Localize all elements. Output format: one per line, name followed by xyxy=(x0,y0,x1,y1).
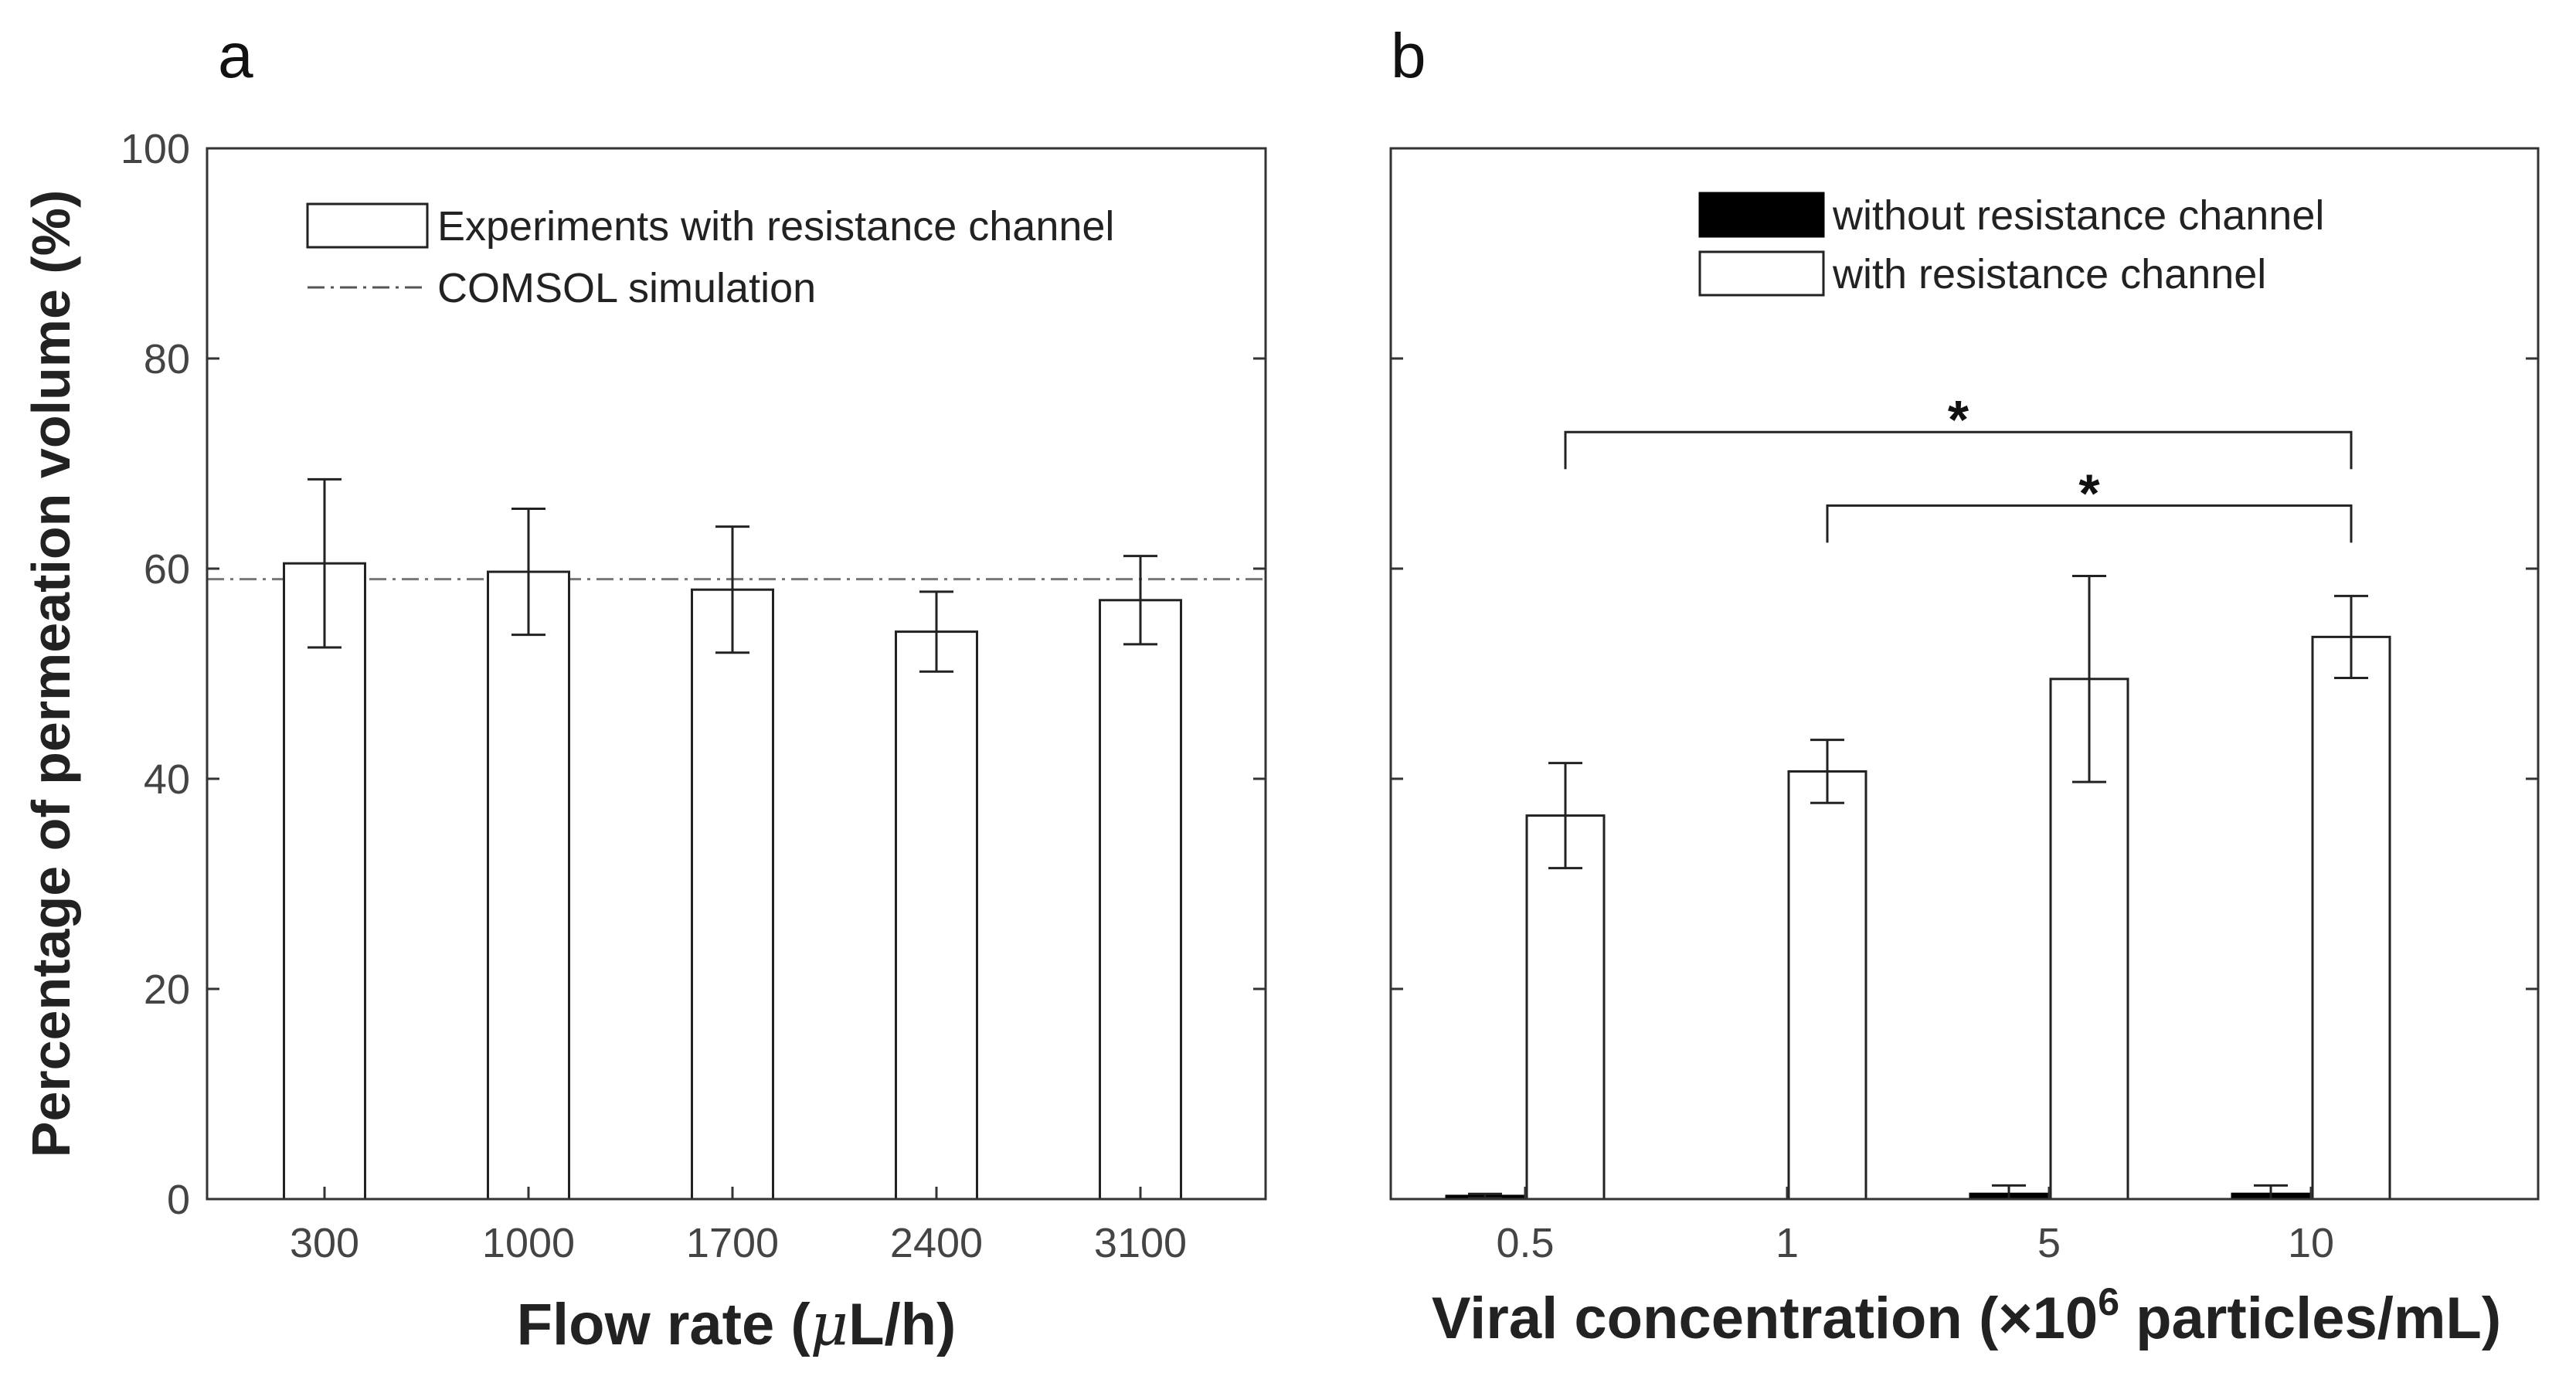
a-ytick-label: 60 xyxy=(144,546,190,593)
bar-a-2400 xyxy=(895,630,978,1201)
bar-a-1000 xyxy=(487,570,570,1201)
bar-a-3100 xyxy=(1099,599,1182,1201)
a-ytick-label: 20 xyxy=(144,967,190,1013)
a-xtick-label: 1000 xyxy=(482,1220,575,1266)
errorbar-a-2400 xyxy=(919,590,953,673)
chart-a-x-axis: 300 1000 1700 2400 3100 xyxy=(290,1187,1187,1266)
b-xtick-label: 10 xyxy=(2288,1220,2334,1266)
significance-bracket: * xyxy=(1564,389,2353,470)
a-ytick-label: 100 xyxy=(121,126,190,172)
panel-b-label: b xyxy=(1391,21,1426,91)
legend-label-experiments: Experiments with resistance channel xyxy=(437,203,1114,250)
significance-line xyxy=(1826,504,2353,543)
b-xtick-label: 5 xyxy=(2037,1220,2061,1266)
a-xtick-label: 300 xyxy=(290,1220,359,1266)
errorbar-a-3100 xyxy=(1123,555,1157,646)
bar-a-1700 xyxy=(691,588,774,1201)
chart-b-x-axis: 0.5 1 5 10 xyxy=(1496,1187,2334,1266)
legend-label-with: with resistance channel xyxy=(1832,251,2266,297)
a-ytick-label: 80 xyxy=(144,336,190,382)
legend-label-comsol: COMSOL simulation xyxy=(437,265,816,311)
chart-a: 0 20 40 60 80 100 300 1000 1700 2400 3100 Experim… xyxy=(21,126,1267,1358)
legend-swatch-with xyxy=(1698,250,1825,297)
chart-a-y-label: Percentage of permeation volume (%) xyxy=(21,190,81,1158)
significance-star: * xyxy=(1948,389,1969,450)
chart-b-x-label: Viral concentration (×106 particles/mL) xyxy=(1432,1280,2501,1351)
significance-star: * xyxy=(2078,463,2100,523)
chart-a-y-axis: 0 20 40 60 80 100 xyxy=(121,126,1266,1223)
a-ytick-label: 40 xyxy=(144,756,190,803)
a-xtick-label: 3100 xyxy=(1094,1220,1187,1266)
b-xtick-label: 0.5 xyxy=(1496,1220,1554,1266)
bar-a-300 xyxy=(283,562,366,1201)
legend-swatch-without xyxy=(1698,192,1825,238)
chart-a-x-label: Flow rate (μL/h) xyxy=(517,1289,957,1358)
errorbar-b-with-0.5 xyxy=(1548,762,1582,870)
chart-b-legend: without resistance channel with resistan… xyxy=(1698,192,2324,297)
legend-label-without: without resistance channel xyxy=(1832,192,2324,239)
significance-bracket: * xyxy=(1826,463,2353,543)
chart-a-legend: Experiments with resistance channel COMS… xyxy=(306,202,1114,311)
errorbar-a-1000 xyxy=(511,507,545,637)
errorbar-b-with-5 xyxy=(2072,575,2106,783)
chart-b: 0.5 1 5 10 ** without resistance channel wi… xyxy=(1389,147,2540,1351)
chart-a-frame xyxy=(206,147,1267,1201)
chart-b-frame xyxy=(1389,147,2540,1201)
bar-b-with-1 xyxy=(1787,770,1867,1201)
significance-line xyxy=(1564,430,2353,470)
a-xtick-label: 2400 xyxy=(890,1220,983,1266)
a-xtick-label: 1700 xyxy=(686,1220,779,1266)
bar-b-with-10 xyxy=(2311,635,2391,1201)
panel-a-label: a xyxy=(218,21,253,91)
errorbar-b-with-10 xyxy=(2334,594,2368,679)
bar-b-with-0.5 xyxy=(1525,814,1606,1201)
legend-swatch-experiments xyxy=(306,202,429,249)
errorbar-a-300 xyxy=(308,477,342,649)
b-xtick-label: 1 xyxy=(1776,1220,1799,1266)
errorbar-b-with-1 xyxy=(1810,739,1844,804)
chart-b-y-axis xyxy=(1391,147,2538,1201)
significance-brackets: ** xyxy=(1564,389,2353,543)
errorbar-a-1700 xyxy=(715,525,749,654)
a-ytick-label: 0 xyxy=(167,1177,190,1223)
